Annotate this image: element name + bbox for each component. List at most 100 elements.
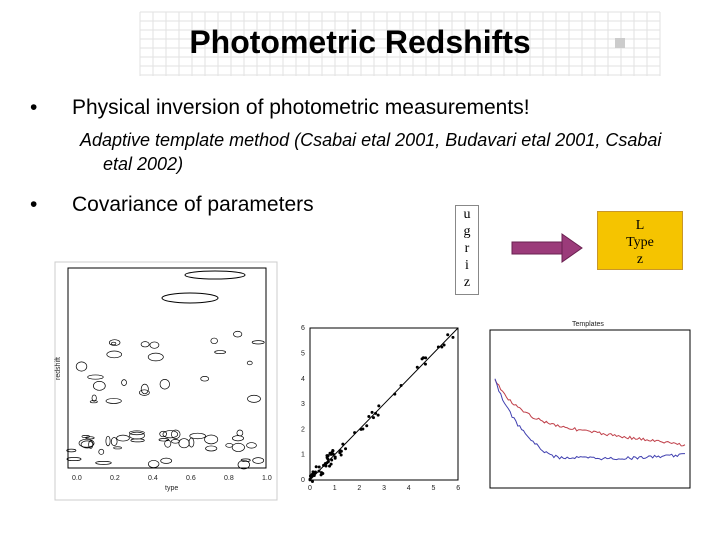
point [442, 343, 446, 347]
point [376, 413, 380, 417]
point [319, 473, 323, 477]
tick-label: 0.0 [72, 475, 82, 482]
tick-label: 0.6 [186, 475, 196, 482]
tick-label: 0 [301, 477, 305, 484]
ellipse [205, 445, 218, 452]
plot-frame [489, 329, 691, 489]
point [325, 454, 329, 458]
ellipse [236, 429, 244, 437]
ellipse [251, 340, 265, 345]
point [320, 471, 324, 475]
bullet: Covariance of parameters [30, 193, 314, 217]
ellipse [85, 436, 95, 440]
point [341, 442, 345, 446]
ellipse [204, 434, 219, 445]
ellipse [116, 434, 130, 442]
ellipse [159, 379, 170, 390]
ellipse [210, 337, 218, 345]
ellipse [113, 446, 122, 450]
tick-label: 1 [301, 452, 305, 459]
ellipse [159, 430, 167, 438]
ellipse [214, 350, 226, 354]
ellipse [80, 440, 94, 449]
output: L [635, 218, 645, 233]
point [377, 404, 381, 408]
input: r [464, 241, 470, 256]
ellipse [105, 435, 111, 447]
tick-label: 3 [301, 401, 305, 408]
point [353, 431, 357, 435]
ellipse [246, 442, 257, 449]
output: z [636, 252, 644, 267]
ellipse [247, 394, 261, 403]
output-box: L Type z [597, 211, 683, 270]
point [436, 345, 440, 349]
ellipse [252, 457, 265, 464]
ellipse [87, 374, 104, 380]
point [330, 450, 334, 454]
ellipse [240, 458, 251, 462]
ellipse [105, 398, 122, 404]
ellipse [237, 459, 250, 470]
point [374, 411, 378, 415]
ellipse [121, 379, 127, 386]
tick-label: 5 [301, 351, 305, 358]
point [314, 465, 318, 469]
input-box: u g r i z [455, 205, 479, 295]
point [424, 356, 428, 360]
tick-label: 4 [301, 376, 305, 383]
point [421, 356, 425, 360]
arrow-head [561, 233, 583, 263]
ellipse [95, 461, 112, 465]
figure-frame [54, 261, 278, 501]
point [367, 415, 371, 419]
point [328, 464, 332, 468]
template-curve [494, 379, 686, 447]
input: g [463, 224, 471, 239]
ellipse [111, 341, 117, 346]
ellipse [233, 330, 243, 338]
ellipse [164, 439, 172, 448]
diagonal [309, 327, 459, 481]
ellipse [149, 341, 160, 349]
output: Type [626, 235, 654, 250]
tick-label: 1.0 [262, 475, 272, 482]
ellipse [106, 350, 123, 359]
tick-label: 6 [301, 325, 305, 332]
ellipse [108, 339, 121, 346]
ellipse [140, 383, 149, 395]
input: z [463, 275, 471, 290]
template-curve [494, 378, 686, 461]
tick-label: 0.4 [148, 475, 158, 482]
tick-label: 4 [407, 485, 411, 492]
ellipse [78, 438, 95, 448]
point [440, 345, 444, 349]
ellipse [161, 292, 219, 304]
sub-bullet: Adaptive template method (Csabai etal 20… [80, 130, 662, 174]
point [338, 451, 342, 455]
ellipse [140, 341, 150, 348]
tick-label: 2 [301, 426, 305, 433]
ellipse [93, 380, 106, 391]
input: i [465, 258, 469, 273]
tick-label: 2 [357, 485, 361, 492]
point [312, 474, 316, 478]
plot-title: Templates [572, 321, 604, 328]
arrow-body [511, 241, 565, 255]
point [308, 477, 312, 481]
point [322, 463, 326, 467]
input: u [463, 207, 471, 222]
point [317, 469, 321, 473]
axis-label: redshift [55, 357, 62, 380]
ellipse [147, 352, 164, 362]
ellipse [128, 430, 145, 436]
ellipse [147, 460, 160, 469]
ellipse [162, 430, 179, 439]
plot-frame [309, 327, 459, 481]
ellipse [129, 431, 145, 440]
axis-label: type [165, 485, 178, 492]
point [359, 427, 363, 431]
ellipse [110, 437, 118, 447]
ellipse [178, 438, 190, 449]
